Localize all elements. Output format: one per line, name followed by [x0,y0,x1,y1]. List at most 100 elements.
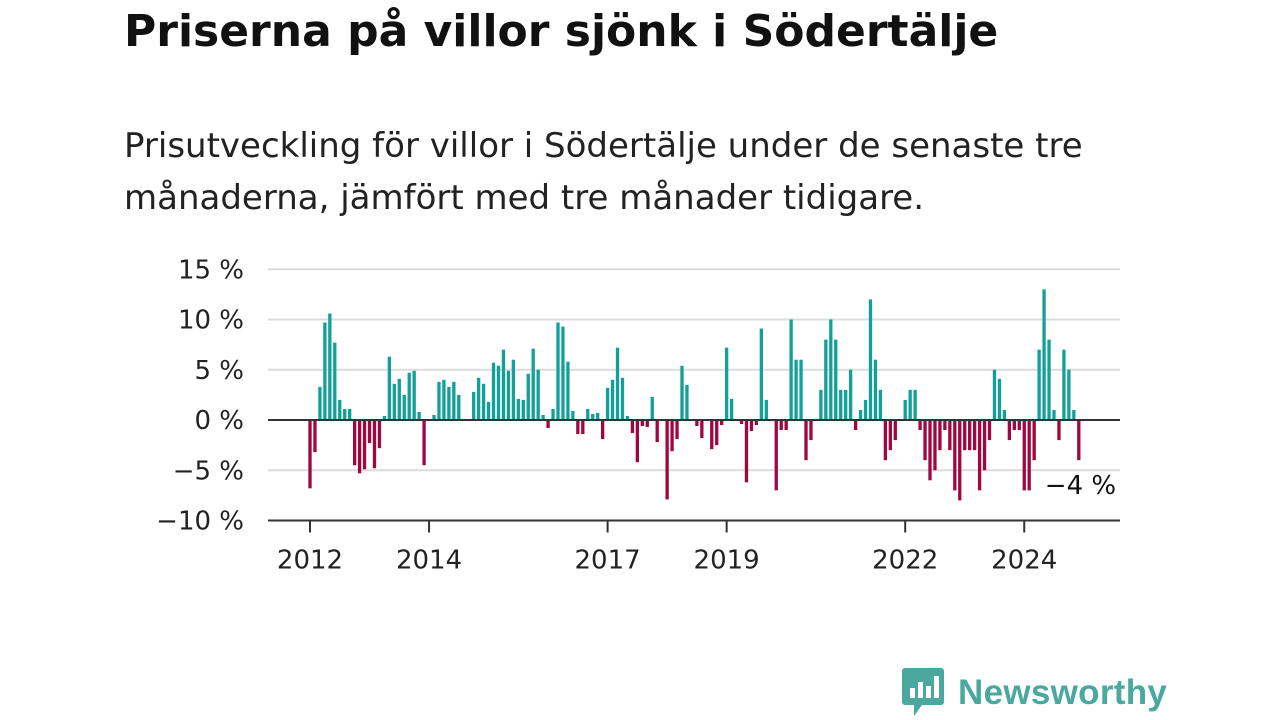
bar [685,384,689,420]
bar [655,420,659,443]
bar [457,394,461,421]
bar [908,389,912,420]
bar [972,420,977,451]
bar [620,377,625,420]
x-tick-label: 2022 [872,546,938,576]
bar [392,383,396,420]
bar [888,420,892,451]
bar [948,420,952,451]
bar [348,408,352,420]
bar [596,412,600,420]
bar [963,420,967,451]
x-tick-label: 2017 [575,546,641,576]
bar [526,373,530,420]
brand-name: Newsworthy [958,673,1168,712]
bar [794,359,798,420]
y-tick-label: 10 % [178,306,244,336]
bar [1022,420,1026,491]
bar [610,379,615,420]
bar [501,349,506,420]
bar [556,322,560,420]
bar [853,420,858,431]
bar [486,401,491,420]
bar [472,391,476,420]
bar [640,420,644,427]
bar [432,414,436,421]
bar [447,386,451,420]
bar [650,396,654,420]
bar [933,420,937,471]
bar [521,399,525,420]
bar [333,342,337,421]
bar [407,372,411,420]
bar [665,420,669,500]
bar [323,322,327,420]
bar [739,420,744,425]
bar [481,383,486,420]
bar [670,420,674,452]
bar [313,420,317,453]
bar [1032,420,1036,461]
x-tick-label: 2012 [277,546,343,576]
bar [367,420,372,444]
bar [829,319,833,420]
bar [318,386,322,420]
bar [839,389,843,420]
bar [695,420,699,427]
bar [1052,409,1056,420]
bar [720,420,724,426]
bar [858,409,863,420]
bar [863,399,868,420]
bar [1037,349,1041,420]
bar [1017,420,1021,431]
bar [1062,349,1066,420]
bar [571,410,575,420]
bar [491,362,496,420]
bar [809,420,813,441]
bar [1027,420,1031,491]
bar [928,420,932,481]
y-tick-label: 0 % [194,406,244,436]
bar [576,420,580,435]
bar [729,398,734,420]
bar [402,394,406,421]
bar [645,420,649,428]
bar [328,313,332,420]
bar [377,420,382,449]
bar [412,370,416,420]
bar [759,328,764,420]
y-tick-label: −5 % [173,456,244,486]
chart-subtitle: Prisutveckling för villor i Södertälje u… [124,126,1083,218]
bar [357,420,362,474]
last-value-label: −4 % [1045,471,1116,501]
x-tick-label: 2024 [991,546,1057,576]
bar [551,408,555,420]
bar [387,356,392,421]
bar [710,420,714,450]
bar [625,415,630,420]
bar [953,420,957,491]
bar [819,389,823,420]
bar [848,369,853,420]
bar [784,420,788,431]
bar [789,319,793,420]
bar [531,348,535,420]
bar [352,420,357,466]
x-tick-label: 2014 [396,546,462,576]
bar [764,399,768,420]
bar [918,420,922,431]
bar [452,381,456,420]
bar [1057,420,1061,441]
bar [883,420,888,461]
bar [987,420,992,441]
bar [968,420,972,451]
bar [1077,420,1081,461]
bar [804,420,808,461]
y-tick-label: −10 % [156,507,244,537]
bar [591,413,595,420]
bar [541,414,545,421]
bar [437,381,441,420]
y-axis-ticks: 15 % 10 % 5 % 0 % −5 % −10 % [156,255,244,536]
bar [903,399,907,420]
